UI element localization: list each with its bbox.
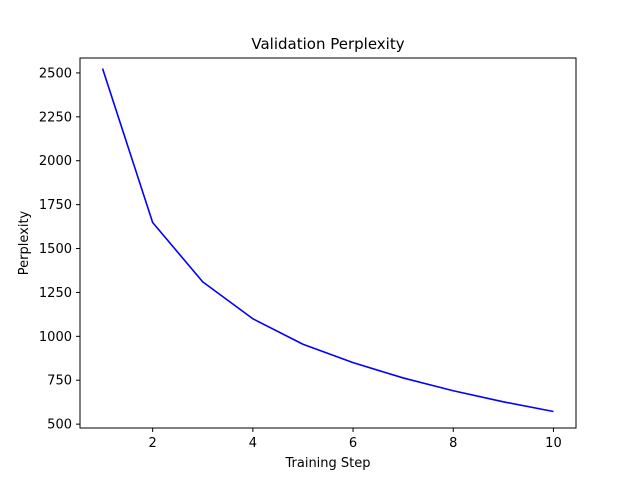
x-tick-label: 8 <box>449 436 457 451</box>
x-axis: 2 4 6 8 10 <box>149 428 562 451</box>
data-point <box>503 401 505 403</box>
x-tick-label: 10 <box>545 436 562 451</box>
data-point <box>202 281 204 283</box>
x-axis-title: Training Step <box>284 456 370 471</box>
data-point <box>152 222 154 224</box>
data-point <box>452 390 454 392</box>
x-tick-label: 6 <box>349 436 357 451</box>
data-point <box>402 377 404 379</box>
y-tick-label: 1000 <box>39 330 72 345</box>
series-layer <box>101 68 555 413</box>
chart-title: Validation Perplexity <box>251 35 404 53</box>
data-point <box>553 411 555 413</box>
y-tick-label: 2000 <box>39 154 72 169</box>
data-point <box>102 68 104 70</box>
y-axis: 500 750 1000 1250 1500 1750 2000 2250 2500 <box>39 66 80 433</box>
data-point <box>252 318 254 320</box>
y-tick-label: 1500 <box>39 242 72 257</box>
y-tick-label: 750 <box>47 374 72 389</box>
y-tick-label: 1250 <box>39 286 72 301</box>
y-tick-label: 2250 <box>39 110 72 125</box>
data-point <box>302 343 304 345</box>
x-tick-label: 4 <box>249 436 257 451</box>
y-axis-title: Perplexity <box>17 210 32 275</box>
y-tick-label: 1750 <box>39 198 72 213</box>
series-line <box>101 68 554 413</box>
plot-area-frame <box>79 57 577 429</box>
x-tick-label: 2 <box>149 436 157 451</box>
y-tick-label: 500 <box>47 418 72 433</box>
y-tick-label: 2500 <box>39 66 72 81</box>
data-point <box>352 362 354 364</box>
